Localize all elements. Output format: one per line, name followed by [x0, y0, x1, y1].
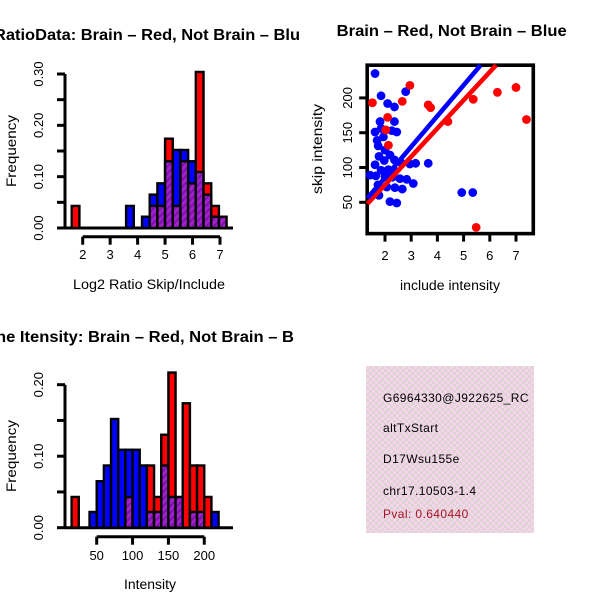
y-axis-title: skip intensity: [310, 104, 325, 194]
x-tick-label: 200: [193, 548, 215, 563]
blue-point: [385, 197, 395, 207]
y-tick-label: 150: [340, 122, 355, 144]
y-tick-label: 0.10: [31, 444, 46, 469]
x-tick-label: 3: [107, 247, 114, 262]
blue-point: [397, 184, 407, 194]
red-point: [468, 94, 478, 104]
y-tick-label: 0.00: [31, 215, 46, 240]
x-tick-label: 2: [79, 247, 86, 262]
blue-point: [457, 188, 467, 197]
histogram-gene-intensity-panel: 0.00 0.10 0.20 50 100 150 200 ne Itensity: Brai…: [0, 329, 294, 592]
x-axis-title: include intensity: [400, 278, 500, 293]
blue-point: [423, 158, 433, 168]
x-axis-title: Log2 Ratio Skip/Include: [73, 277, 225, 292]
blue-point: [379, 156, 389, 165]
panel-title: RatioData: Brain – Red, Not Brain – Blu: [0, 27, 300, 44]
x-tick-label: 3: [408, 248, 415, 263]
blue-point: [468, 188, 478, 197]
red-regression-line: [365, 63, 498, 206]
x-tick-label: 6: [189, 247, 196, 262]
data-points: [365, 69, 531, 232]
histogram-bars: [70, 70, 228, 230]
y-tick-label: 100: [340, 157, 355, 179]
red-point: [471, 222, 481, 232]
red-point: [511, 83, 521, 92]
y-tick-label: 0.10: [31, 164, 46, 189]
gene-locus: chr17.10503-1.4: [383, 484, 477, 498]
scatter-intensity-panel: 2 3 4 5 6 7 50 100 150 200 Brain – Red, Not Brain …: [310, 23, 567, 293]
histogram-bar: [217, 215, 228, 230]
blue-point: [376, 91, 386, 101]
red-point: [383, 112, 393, 122]
blue-regression-line: [365, 63, 483, 200]
x-tick-label: 150: [158, 548, 180, 563]
blue-point: [390, 117, 399, 126]
red-point: [368, 98, 377, 108]
blue-point: [390, 183, 400, 193]
x-tick-label: 4: [134, 247, 141, 262]
histogram-bar: [210, 510, 220, 529]
y-tick-label: 200: [340, 87, 355, 109]
blue-point: [371, 171, 381, 181]
x-tick-label: 4: [434, 248, 441, 263]
histogram-bar: [124, 204, 135, 230]
y-axis-title: Frequency: [4, 115, 19, 187]
x-tick-label: 100: [122, 548, 144, 563]
blue-point: [376, 165, 386, 175]
red-point: [426, 103, 435, 113]
blue-point: [375, 117, 385, 126]
plot-box: [365, 63, 536, 236]
pvalue-text: Pval: 0.640440: [383, 507, 469, 521]
red-point: [405, 80, 415, 90]
x-tick-label: 5: [460, 248, 467, 263]
panel-title: Brain – Red, Not Brain – Blue: [337, 23, 567, 40]
red-point: [492, 87, 502, 97]
blue-point: [370, 160, 380, 170]
y-tick-label: 0.30: [31, 61, 46, 86]
histogram-bars: [70, 371, 220, 529]
blue-point: [392, 127, 402, 137]
y-tick-label: 50: [340, 195, 355, 209]
x-tick-label: 2: [381, 248, 388, 263]
red-point: [522, 115, 531, 124]
histogram-log2-ratio-panel: 0.00 0.10 0.20 0.30 2 3 4 5 6 7 RatioData: Brain –…: [0, 27, 300, 292]
gene-name: D17Wsu155e: [383, 452, 460, 466]
blue-point: [370, 127, 380, 137]
red-point: [384, 140, 393, 150]
blue-point: [411, 158, 421, 168]
y-tick-label: 0.20: [31, 372, 46, 397]
x-tick-label: 7: [512, 248, 519, 263]
x-axis-title: Intensity: [124, 577, 176, 592]
x-tick-label: 5: [161, 247, 168, 262]
blue-point: [392, 198, 402, 208]
splicing-event-type: altTxStart: [383, 421, 439, 435]
gene-probe-id: G6964330@J922625_RC: [383, 391, 529, 405]
y-axis-title: Frequency: [4, 420, 19, 492]
x-tick-label: 50: [89, 548, 103, 563]
blue-point: [401, 87, 411, 97]
x-tick-label: 7: [216, 247, 223, 262]
histogram-bar: [70, 495, 80, 529]
histogram-bar: [70, 204, 81, 230]
y-tick-label: 0.20: [31, 113, 46, 138]
red-point: [397, 96, 407, 106]
red-point: [381, 125, 391, 135]
blue-point: [408, 179, 418, 188]
x-tick-label: 6: [486, 248, 493, 263]
panel-title: ne Itensity: Brain – Red, Not Brain – B: [0, 329, 294, 346]
blue-point: [373, 141, 383, 151]
blue-point: [383, 99, 393, 108]
y-tick-label: 0.00: [31, 515, 46, 540]
blue-point: [390, 102, 399, 112]
blue-point: [370, 69, 380, 78]
blue-point: [402, 174, 412, 184]
gene-info-box: G6964330@J922625_RC altTxStart D17Wsu155…: [366, 366, 534, 533]
blue-point: [395, 174, 405, 184]
